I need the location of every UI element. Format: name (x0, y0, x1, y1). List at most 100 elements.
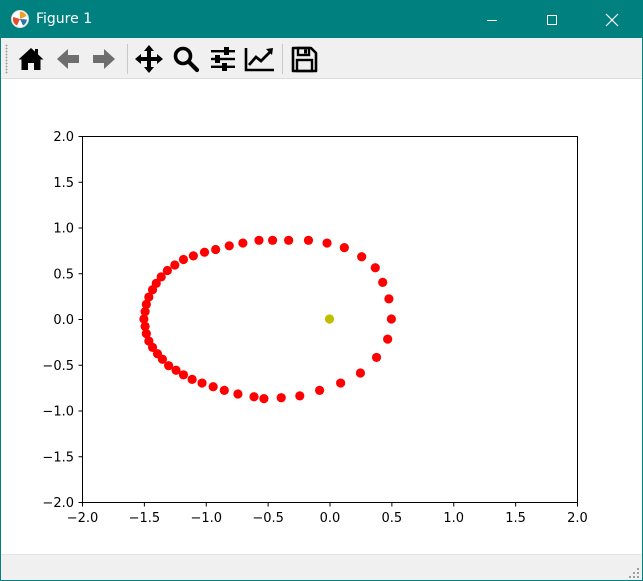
orbit-point (259, 394, 269, 404)
status-bar (1, 554, 642, 580)
y-tick-label: −2.0 (42, 496, 74, 511)
orbit-point (370, 263, 380, 273)
x-tick-label: 1.5 (505, 511, 526, 526)
data-series (139, 235, 396, 404)
x-tick-label: 2.0 (567, 511, 588, 526)
orbit-point (276, 393, 286, 403)
forward-arrow-icon (93, 49, 115, 69)
configure-subplots-icon (211, 47, 235, 71)
orbit-point (139, 314, 149, 324)
orbit-point (315, 385, 325, 395)
orbit-point (147, 285, 158, 295)
orbit-point (219, 385, 229, 395)
orbit-point (197, 378, 207, 388)
orbit-point (267, 235, 278, 245)
orbit-point (140, 307, 150, 317)
navigation-toolbar (1, 38, 642, 79)
orbit-point (384, 294, 394, 304)
orbit-point (188, 251, 198, 261)
matplotlib-app-icon (11, 10, 29, 28)
orbit-point (238, 238, 248, 248)
x-axis: −2.0 −1.5 −1.0 −0.5 0.0 0.5 1.0 1.5 2.0 (67, 502, 588, 526)
x-tick-label: −1.0 (190, 511, 222, 526)
orbit-point (164, 361, 174, 371)
orbit-point (233, 389, 243, 399)
orbit-point (284, 235, 294, 245)
y-tick-label: −1.0 (42, 405, 74, 420)
pan-button[interactable] (132, 42, 166, 76)
orbit-point (187, 374, 197, 384)
orbit-point (249, 392, 259, 402)
home-icon (18, 48, 44, 70)
toolbar-grip[interactable] (5, 44, 8, 74)
orbit-point (208, 382, 218, 392)
orbit-point (171, 365, 181, 375)
window-title: Figure 1 (36, 11, 93, 27)
orbit-point (144, 292, 154, 302)
orbit-point (157, 354, 168, 364)
orbit-point (378, 277, 388, 287)
y-tick-label: 0.5 (53, 267, 74, 282)
x-tick-label: 0.0 (320, 511, 341, 526)
resize-grip-icon[interactable] (628, 567, 640, 579)
save-button[interactable] (287, 42, 321, 76)
orbit-point (211, 244, 221, 255)
orbit-point (156, 272, 166, 282)
orbit-point (339, 243, 349, 253)
orbit-point (357, 252, 367, 262)
figure-canvas[interactable]: −2.0 −1.5 −1.0 −0.5 0.0 0.5 1.0 1.5 2.0 −2.0 −1.5… (1, 79, 642, 553)
forward-button[interactable] (87, 42, 121, 76)
home-button[interactable] (14, 42, 48, 76)
center-point (324, 314, 335, 324)
save-floppy-icon (291, 46, 318, 73)
orbit-point (303, 235, 314, 245)
y-tick-label: −1.5 (42, 450, 74, 465)
x-tick-label: 1.0 (443, 511, 464, 526)
orbit-point (178, 254, 189, 265)
orbit-point (141, 299, 151, 309)
toolbar-separator (282, 44, 283, 74)
scatter-plot[interactable]: −2.0 −1.5 −1.0 −0.5 0.0 0.5 1.0 1.5 2.0 −2.0 −1.5… (1, 79, 642, 553)
y-axis: −2.0 −1.5 −1.0 −0.5 0.0 0.5 1.0 1.5 2.0 (42, 130, 83, 511)
x-tick-label: 0.5 (382, 511, 403, 526)
configure-subplots-button[interactable] (206, 42, 240, 76)
orbit-point (295, 391, 305, 401)
orbit-point (371, 352, 382, 363)
orbit-point (336, 378, 346, 388)
minimize-icon (487, 19, 497, 21)
orbit-point (386, 314, 396, 324)
minimize-button[interactable] (469, 1, 515, 38)
maximize-button[interactable] (529, 1, 575, 38)
back-button[interactable] (51, 42, 85, 76)
y-tick-label: −0.5 (42, 359, 74, 374)
orbit-point (224, 241, 234, 251)
y-tick-label: 0.0 (53, 313, 74, 328)
back-arrow-icon (57, 49, 79, 69)
close-button[interactable] (589, 1, 635, 38)
orbit-point (170, 260, 180, 270)
x-tick-label: −0.5 (252, 511, 284, 526)
orbit-point (199, 247, 210, 257)
zoom-button[interactable] (169, 42, 203, 76)
orbit-point (178, 370, 189, 380)
pan-move-icon (135, 45, 163, 73)
zoom-magnifier-icon (173, 46, 200, 73)
toolbar-separator (127, 44, 128, 74)
orbit-point (162, 265, 172, 276)
x-tick-label: −2.0 (67, 511, 99, 526)
edit-axis-button[interactable] (243, 42, 277, 76)
title-bar[interactable]: Figure 1 (1, 1, 642, 38)
y-tick-label: 1.0 (53, 222, 74, 237)
orbit-point (322, 238, 332, 248)
y-tick-label: 1.5 (53, 176, 74, 191)
orbit-point (141, 329, 151, 339)
close-icon (605, 13, 619, 26)
y-tick-label: 2.0 (53, 130, 74, 145)
orbit-point (355, 368, 366, 378)
orbit-point (254, 235, 264, 245)
orbit-point (383, 334, 393, 344)
maximize-icon (547, 14, 557, 25)
orbit-point (140, 321, 150, 331)
orbit-point (147, 342, 158, 352)
edit-axis-lines-icon (244, 48, 274, 72)
